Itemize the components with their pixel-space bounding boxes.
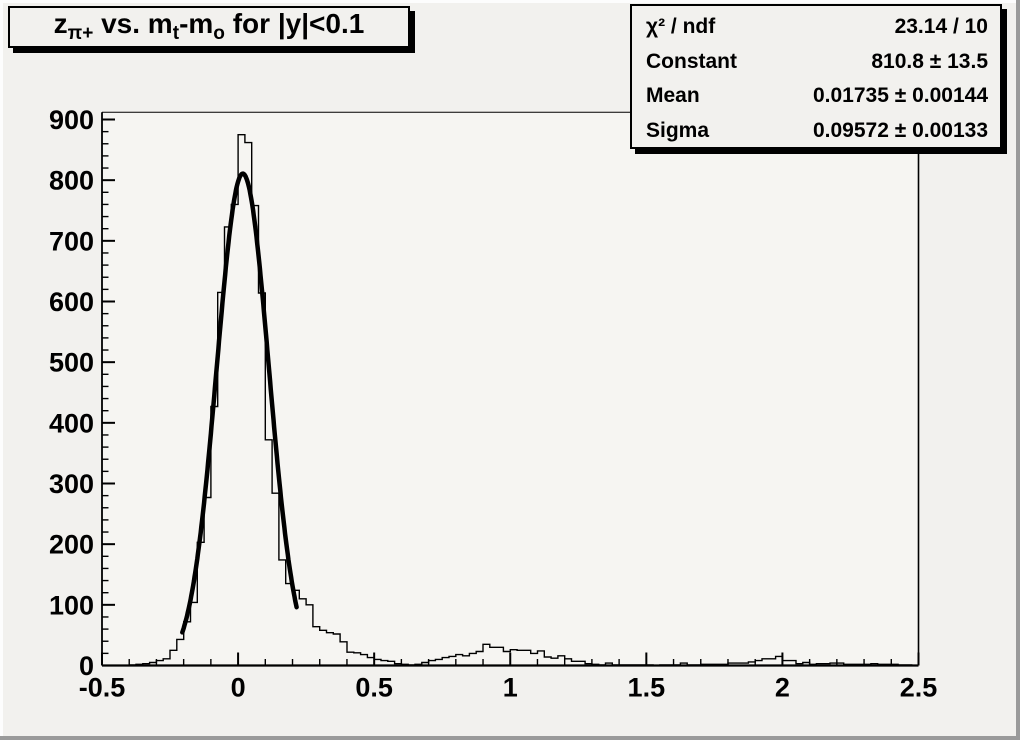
svg-text:700: 700 bbox=[49, 226, 94, 256]
stats-value: 23.14 / 10 bbox=[894, 15, 988, 39]
stats-value: 810.8 ± 13.5 bbox=[871, 49, 988, 73]
svg-text:1.5: 1.5 bbox=[628, 673, 666, 703]
y-axis-tick-labels: 0 100 200 300 400 500 600 700 800 900 bbox=[49, 105, 94, 681]
svg-text:400: 400 bbox=[49, 408, 94, 438]
svg-text:1: 1 bbox=[503, 673, 518, 703]
histogram-title: zπ+ vs. mt-mo for |y|<0.1 bbox=[53, 8, 365, 45]
svg-text:2: 2 bbox=[775, 673, 790, 703]
svg-text:-0.5: -0.5 bbox=[79, 673, 126, 703]
stats-label: χ² / ndf bbox=[646, 15, 716, 39]
svg-text:2.5: 2.5 bbox=[900, 673, 938, 703]
plot-frame bbox=[101, 111, 920, 667]
x-axis-tick-labels: -0.5 0 0.5 1 1.5 2 2.5 bbox=[79, 673, 938, 703]
svg-text:0: 0 bbox=[79, 651, 94, 681]
svg-text:0: 0 bbox=[231, 673, 246, 703]
svg-text:800: 800 bbox=[49, 166, 94, 196]
svg-text:200: 200 bbox=[49, 530, 94, 560]
svg-text:0.5: 0.5 bbox=[355, 673, 393, 703]
stats-row-chi2: χ² / ndf 23.14 / 10 bbox=[632, 10, 1000, 45]
svg-text:300: 300 bbox=[49, 469, 94, 499]
gaussian-fit-curve bbox=[180, 171, 299, 635]
svg-text:100: 100 bbox=[49, 590, 94, 620]
histogram-title-box: zπ+ vs. mt-mo for |y|<0.1 bbox=[8, 6, 410, 48]
svg-text:600: 600 bbox=[49, 287, 94, 317]
stats-value: 0.09572 ± 0.00133 bbox=[812, 118, 988, 142]
stats-label: Sigma bbox=[646, 118, 710, 142]
stats-value: 0.01735 ± 0.00144 bbox=[812, 84, 988, 108]
stats-row-constant: Constant 810.8 ± 13.5 bbox=[632, 45, 1000, 80]
stats-label: Constant bbox=[646, 49, 737, 73]
stats-label: Mean bbox=[646, 84, 700, 108]
stats-row-mean: Mean 0.01735 ± 0.00144 bbox=[632, 79, 1000, 114]
svg-text:500: 500 bbox=[49, 348, 94, 378]
stats-row-sigma: Sigma 0.09572 ± 0.00133 bbox=[632, 114, 1000, 149]
svg-text:900: 900 bbox=[49, 105, 94, 135]
fit-stats-box: χ² / ndf 23.14 / 10 Constant 810.8 ± 13.… bbox=[630, 4, 1002, 149]
